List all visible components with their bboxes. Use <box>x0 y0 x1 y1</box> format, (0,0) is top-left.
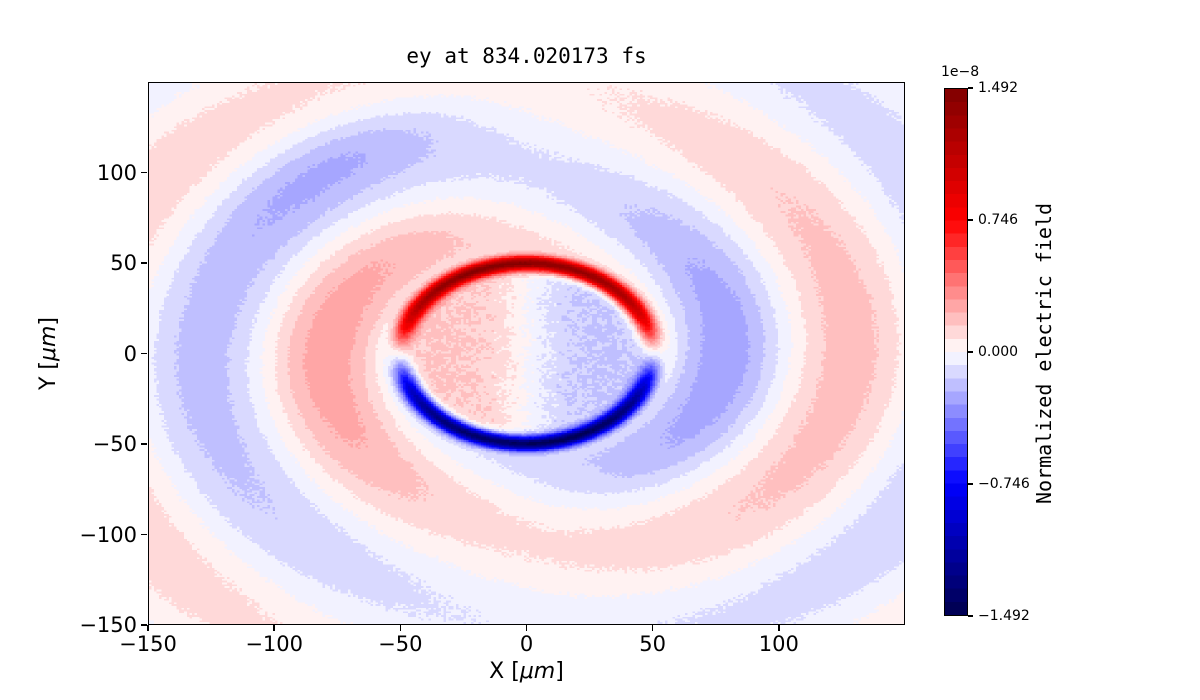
y-axis-label: Y [μm] <box>30 82 66 625</box>
colorbar-gradient-canvas <box>945 89 967 615</box>
colorbar <box>944 88 968 616</box>
plot-title: ey at 834.020173 fs <box>406 44 647 68</box>
y-tick-label: −100 <box>79 522 137 547</box>
x-tick-mark <box>778 625 780 631</box>
y-tick-mark <box>141 171 147 174</box>
y-axis-label-pre: Y [ <box>35 361 61 391</box>
y-tick-label: 50 <box>110 251 137 275</box>
x-tick-mark <box>525 625 528 631</box>
x-axis-label: X [μm] <box>148 659 905 684</box>
y-axis-label-post: ] <box>35 316 61 326</box>
x-tick-mark <box>399 625 402 631</box>
colorbar-tick-mark <box>968 615 973 617</box>
y-tick-label: −50 <box>92 432 137 456</box>
colorbar-tick-mark <box>968 483 973 485</box>
colorbar-axis-label: Normalized electric field <box>1026 82 1062 625</box>
colorbar-tick-label: −1.492 <box>978 608 1030 624</box>
colorbar-tick-label: 0.000 <box>978 344 1019 360</box>
x-tick-mark <box>273 625 275 631</box>
colorbar-tick-mark <box>968 351 973 353</box>
x-axis-label-pre: X [ <box>489 659 520 684</box>
x-axis-label-post: ] <box>555 659 564 684</box>
colorbar-tick-label: 1.492 <box>978 80 1019 96</box>
x-tick-label: 100 <box>758 632 799 656</box>
colorbar-tick-mark <box>968 219 973 221</box>
mu-symbol: μm <box>35 325 61 361</box>
colorbar-tick-label: −0.746 <box>978 476 1030 492</box>
y-tick-mark <box>141 443 147 445</box>
x-tick-label: −50 <box>378 632 423 656</box>
colorbar-tick-mark <box>968 87 973 89</box>
x-tick-label: 50 <box>639 632 667 656</box>
x-tick-mark <box>651 625 654 631</box>
y-tick-label: −150 <box>79 613 137 637</box>
colorbar-tick-label: 0.746 <box>978 212 1019 228</box>
y-tick-label: 0 <box>123 341 137 366</box>
field-heatmap-canvas <box>149 83 904 624</box>
x-tick-mark <box>147 625 149 631</box>
y-tick-mark <box>141 262 147 264</box>
plot-area <box>148 82 905 625</box>
colorbar-axis-label-text: Normalized electric field <box>1032 202 1056 505</box>
x-tick-label: −100 <box>245 632 303 656</box>
y-tick-mark <box>141 624 147 626</box>
y-tick-label: 100 <box>96 160 137 185</box>
mu-symbol: μm <box>519 659 556 684</box>
x-tick-label: 0 <box>519 632 534 656</box>
colorbar-offset-label: 1e−8 <box>941 64 980 80</box>
y-tick-mark <box>141 352 147 355</box>
y-tick-mark <box>141 533 147 536</box>
x-tick-label: −150 <box>119 632 177 656</box>
